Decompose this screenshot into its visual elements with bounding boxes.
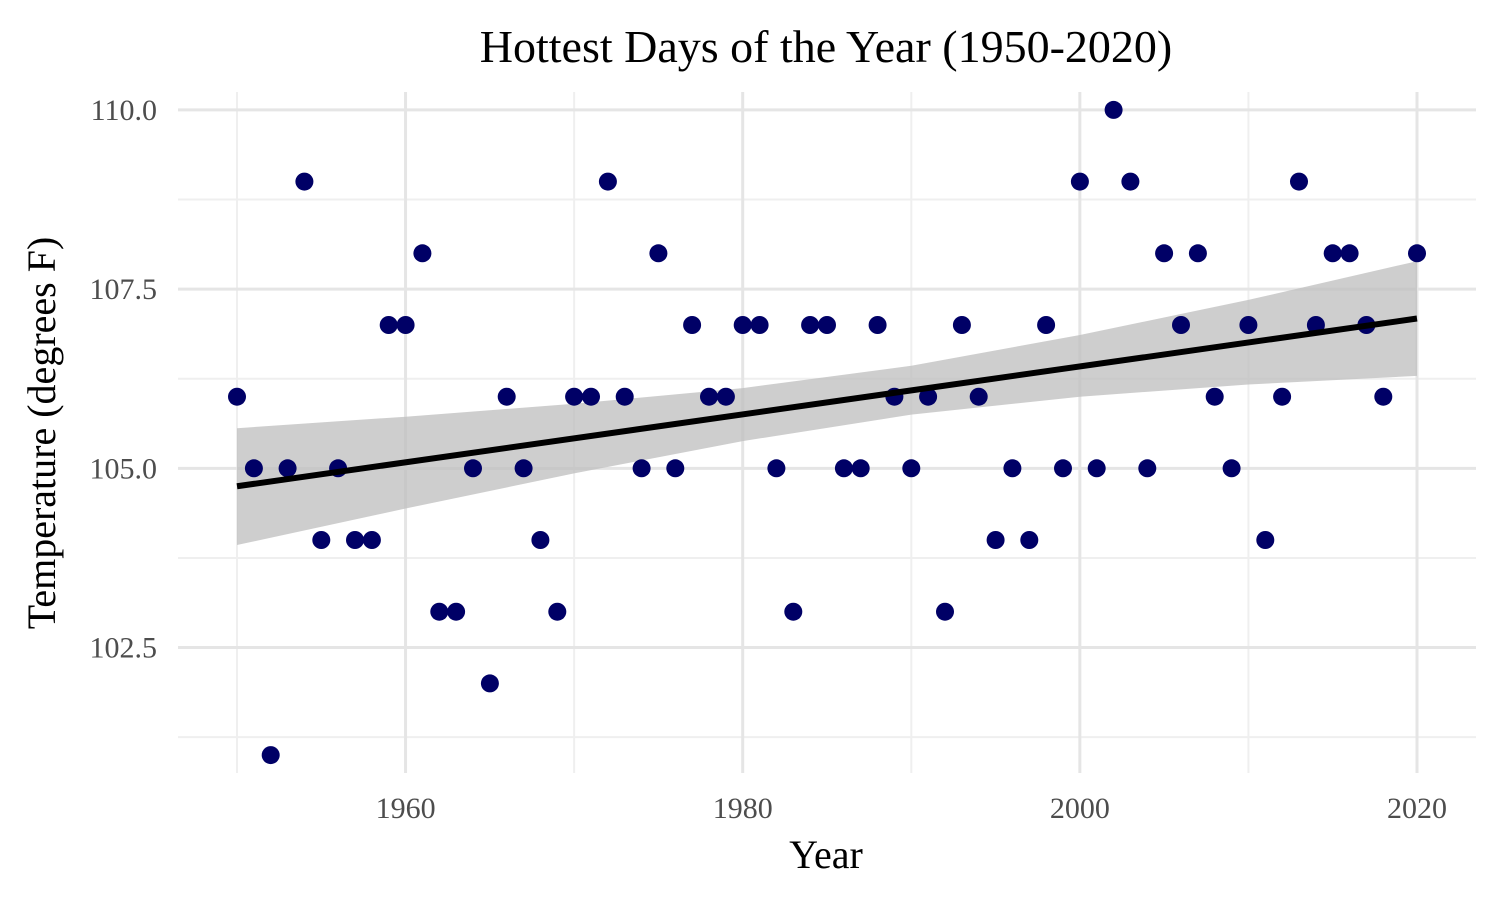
data-point (1323, 244, 1342, 263)
data-point (396, 316, 415, 334)
trend-line-layer (236, 315, 1418, 490)
chart-title: Hottest Days of the Year (1950-2020) (480, 21, 1172, 72)
data-point (1188, 244, 1207, 263)
x-tick-label: 1980 (713, 792, 773, 825)
data-point (447, 602, 466, 621)
data-point (497, 387, 516, 406)
data-point (531, 531, 550, 549)
data-point (1290, 172, 1308, 191)
data-point (430, 602, 449, 621)
data-point (362, 531, 381, 549)
data-point (969, 387, 988, 406)
data-point (1340, 244, 1359, 263)
data-point (1003, 459, 1022, 478)
y-tick-label: 105.0 (90, 452, 158, 485)
data-point (244, 459, 263, 478)
data-point (733, 316, 752, 334)
data-point (919, 387, 938, 406)
x-tick-label: 2020 (1387, 792, 1447, 825)
trend-line (236, 315, 1418, 490)
data-point (379, 316, 398, 334)
data-point (582, 387, 600, 406)
data-point (716, 387, 735, 406)
data-point (1020, 531, 1039, 549)
data-point (818, 316, 836, 334)
data-point (1205, 387, 1224, 406)
data-point (1374, 387, 1393, 406)
data-point (632, 459, 651, 478)
data-point (784, 602, 803, 621)
data-point (1256, 531, 1275, 549)
data-point (1070, 172, 1089, 191)
data-point (295, 172, 314, 191)
data-point (615, 387, 634, 406)
grid (178, 92, 1476, 773)
data-point (1037, 316, 1056, 334)
data-point (649, 244, 668, 263)
data-point (278, 459, 297, 478)
data-point (1273, 387, 1292, 406)
data-points (228, 100, 1426, 765)
data-point (1087, 459, 1106, 478)
data-point (346, 531, 364, 549)
data-point (548, 602, 567, 621)
data-point (598, 172, 617, 191)
data-point (851, 459, 870, 478)
y-axis-title: Temperature (degrees F) (19, 237, 64, 630)
data-point (464, 459, 482, 478)
x-tick-label: 2000 (1050, 792, 1110, 825)
data-point (936, 602, 954, 621)
data-point (801, 316, 820, 334)
data-point (986, 531, 1005, 549)
x-tick-label: 1960 (376, 792, 436, 825)
tick-labels: 1960 1980 2000 2020 102.5 105.0 107.5 110.0 (90, 94, 1448, 825)
data-point (312, 531, 331, 549)
y-tick-label: 107.5 (90, 273, 158, 306)
data-point (868, 316, 887, 334)
data-point (683, 316, 702, 334)
data-point (480, 674, 499, 693)
data-point (565, 387, 584, 406)
data-point (1138, 459, 1157, 478)
data-point (1222, 459, 1241, 478)
data-point (902, 459, 921, 478)
data-point (700, 387, 718, 406)
data-point (1239, 316, 1258, 334)
y-tick-label: 102.5 (90, 632, 158, 665)
data-point (1104, 100, 1123, 119)
data-point (750, 316, 769, 334)
data-point (261, 746, 280, 765)
data-point (952, 316, 971, 334)
data-point (1054, 459, 1072, 478)
y-tick-label: 110.0 (91, 94, 157, 127)
data-point (834, 459, 853, 478)
data-point (666, 459, 685, 478)
data-point (1172, 316, 1190, 334)
data-point (514, 459, 533, 478)
data-point (767, 459, 786, 478)
data-point (1408, 244, 1426, 263)
data-point (1121, 172, 1140, 191)
x-axis-title: Year (789, 832, 863, 877)
data-point (1155, 244, 1174, 263)
data-point (413, 244, 432, 263)
data-point (228, 387, 246, 406)
